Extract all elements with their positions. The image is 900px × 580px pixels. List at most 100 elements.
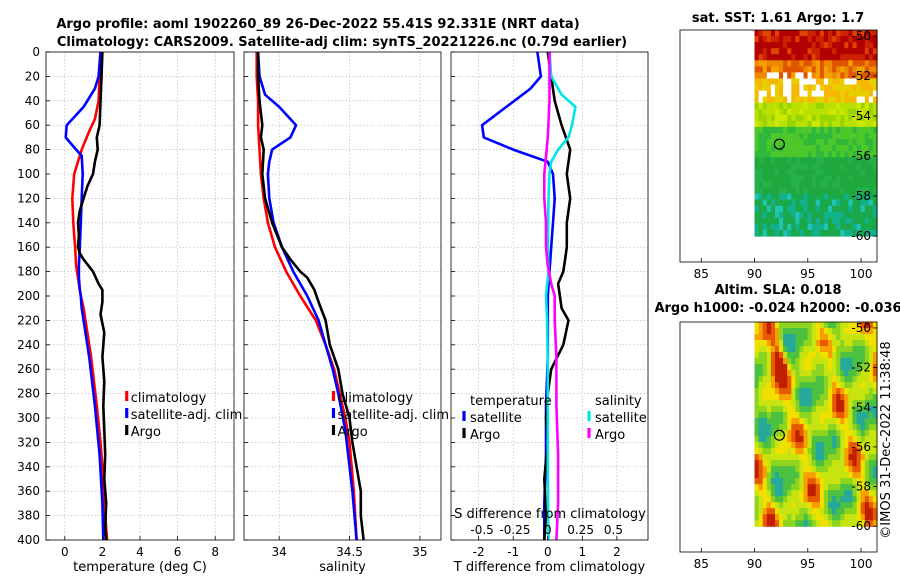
sla_map-cell [872,430,878,437]
sla_map-cell [795,472,801,479]
sla_map-cell [811,490,817,497]
sla_map-cell [803,328,809,335]
sat_sst_map-cell [828,66,833,74]
sla_map-cell [799,334,805,341]
sla_map-cell [795,430,801,437]
sat_sst_map-cell [815,36,821,43]
sla_map-cell [815,484,821,491]
x-tick-label: -2 [473,545,485,559]
sat_sst_map-cell [758,199,764,207]
sla_map-cell [766,352,772,359]
sat_sst_map-cell [791,102,796,110]
sat_sst_map-cell [840,187,845,195]
sla_map-cell [787,346,792,353]
x-tick-label: 100 [850,557,873,571]
sla_map-cell [864,322,870,329]
sat_sst_map-cell [807,151,813,158]
sla_map-cell [803,448,809,455]
sla_map-cell [775,490,780,497]
sla_map-cell [754,484,760,491]
sat_sst_map-cell [856,42,862,49]
sat_sst_map-cell [791,181,796,189]
sat_sst_map-cell [758,72,764,80]
sat_sst_map-cell [860,163,866,170]
sat_sst_map-cell [844,211,849,219]
sat_sst_map-cell [795,199,801,207]
sla_map-cell [872,328,878,335]
sla_map-cell [819,364,825,371]
y-tick-label: 260 [17,362,40,376]
legend-label: Argo [337,425,367,440]
sla_map-cell [795,484,801,491]
sla_map-cell [823,460,829,467]
sat_sst_map-cell [864,169,870,177]
sat_sst_map-cell [766,42,772,49]
sla_map-cell [803,412,809,419]
sla_map-cell [775,466,780,473]
sla_map-cell [868,502,874,509]
sat_sst_map-cell [819,120,825,128]
sat_sst_map-cell [762,66,768,74]
sla_map-cell [852,520,858,527]
sla_map-cell [775,478,780,485]
sat_sst_map-cell [795,175,801,183]
sla_map-cell [811,466,817,473]
sla_map-cell [766,484,772,491]
sat_sst_map-cell [840,72,845,80]
sat_sst_map-cell [860,54,866,61]
sla_map-cell [819,520,825,527]
sat_sst_map-cell [836,72,841,80]
sat_sst_map-cell [832,169,837,177]
sla_map-cell [819,442,825,449]
sat_sst_map-cell [872,102,878,110]
sat_sst_map-cell [779,84,784,92]
sla_map-cell [795,322,801,329]
sat_sst_map-cell [803,169,809,177]
sla_map-cell [836,472,841,479]
sat_sst_map-cell [807,139,813,146]
sla_map-cell [787,340,792,347]
sat_sst_map-cell [819,175,825,183]
sla_map-cell [799,502,805,509]
sat_sst_map-cell [828,133,833,140]
sat_sst_map-cell [795,114,801,122]
sla_map-cell [864,490,870,497]
argo-location-marker [773,429,785,441]
x-tick-label: 100 [850,267,873,281]
sat_sst_map-cell [848,78,854,86]
sat_sst_map-cell [844,30,849,37]
sla_map-cell [754,340,760,347]
sla_map-cell [779,370,784,377]
sla_map-cell [754,334,760,341]
sat_sst_map-cell [852,78,858,86]
sat_sst_map-cell [836,175,841,183]
sat_sst_map-cell [828,48,833,55]
sat_sst_map-cell [754,145,760,152]
sat_sst_map-cell [815,205,821,213]
sla_map-cell [795,364,801,371]
sla_map-cell [783,364,788,371]
sla_map-cell [828,334,833,341]
sla_map-cell [787,514,792,521]
x-tick-label: 34.5 [336,545,363,559]
sat_sst_map-cell [815,193,821,201]
sla_map-cell [799,520,805,527]
sat_sst_map-cell [848,114,854,122]
sat_sst_map-cell [848,84,854,92]
sat_sst_map-cell [779,229,784,237]
sla_map-cell [775,352,780,359]
sla_map-cell [844,346,849,353]
sat_sst_map-cell [754,187,760,195]
sla_map-cell [795,340,801,347]
sat_sst_map-cell [840,199,845,207]
sat_sst_map-cell [783,223,788,231]
sla_map-cell [840,388,845,395]
sat_sst_map-cell [828,114,833,122]
sla_map-cell [832,508,837,515]
sat_sst_map-cell [868,217,874,225]
sat_sst_map-cell [864,60,870,67]
sla_map-cell [832,484,837,491]
sat_sst_map-cell [795,181,801,189]
sla_map-cell [872,484,878,491]
sat_sst_map-cell [848,205,854,213]
